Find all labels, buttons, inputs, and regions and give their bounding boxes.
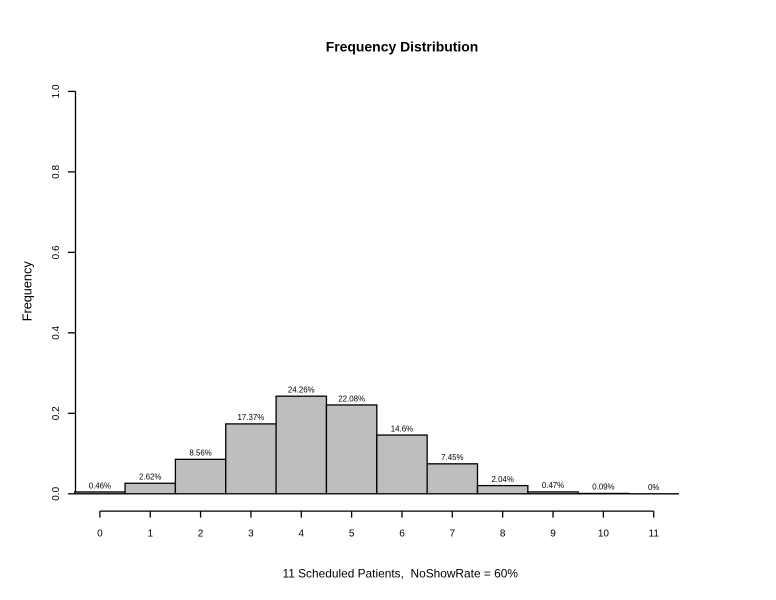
svg-text:0.09%: 0.09% xyxy=(592,483,614,492)
svg-text:2: 2 xyxy=(198,529,204,540)
svg-text:0.8: 0.8 xyxy=(51,164,62,178)
svg-text:6: 6 xyxy=(399,529,405,540)
svg-text:5: 5 xyxy=(349,529,355,540)
svg-text:7.45%: 7.45% xyxy=(441,453,463,462)
svg-text:0.46%: 0.46% xyxy=(89,481,111,490)
svg-text:Frequency Distribution: Frequency Distribution xyxy=(326,38,479,54)
svg-text:11: 11 xyxy=(649,529,660,540)
svg-text:1: 1 xyxy=(147,529,153,540)
svg-text:8.56%: 8.56% xyxy=(189,449,211,458)
svg-text:11 Scheduled Patients, NoShow: 11 Scheduled Patients, NoShowRate = 60% xyxy=(282,567,518,581)
svg-text:0.6: 0.6 xyxy=(51,245,62,259)
svg-text:24.26%: 24.26% xyxy=(288,385,315,394)
svg-text:0: 0 xyxy=(97,529,103,540)
svg-text:2.04%: 2.04% xyxy=(491,475,513,484)
svg-text:2.62%: 2.62% xyxy=(139,473,161,482)
svg-text:0.47%: 0.47% xyxy=(542,481,564,490)
svg-text:8: 8 xyxy=(500,529,506,540)
svg-text:1.0: 1.0 xyxy=(51,84,62,98)
svg-text:0.2: 0.2 xyxy=(51,406,62,420)
svg-text:3: 3 xyxy=(248,529,254,540)
svg-text:7: 7 xyxy=(450,529,456,540)
svg-text:17.37%: 17.37% xyxy=(238,413,265,422)
svg-text:0%: 0% xyxy=(648,483,659,492)
svg-text:14.6%: 14.6% xyxy=(391,424,413,433)
svg-text:9: 9 xyxy=(550,529,556,540)
svg-text:4: 4 xyxy=(298,529,304,540)
svg-text:0.4: 0.4 xyxy=(51,325,62,339)
svg-text:Frequency: Frequency xyxy=(21,261,35,322)
svg-text:22.08%: 22.08% xyxy=(338,394,365,403)
svg-text:10: 10 xyxy=(598,529,610,540)
svg-text:0.0: 0.0 xyxy=(51,486,62,500)
